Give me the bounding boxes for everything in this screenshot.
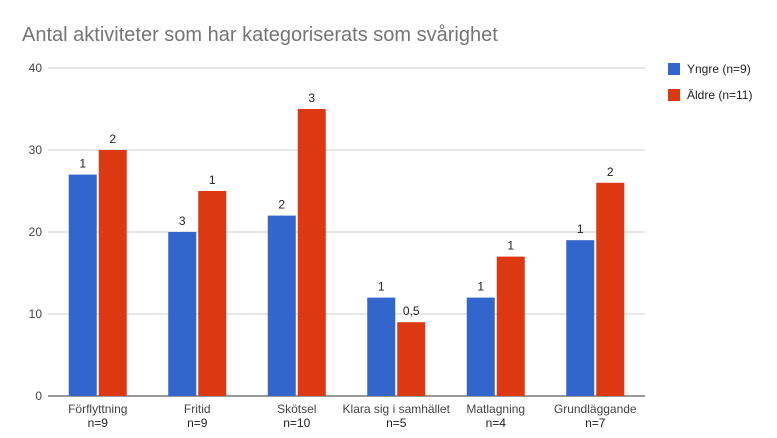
data-label: 2 [109, 132, 116, 146]
legend-label: Äldre (n=11) [687, 88, 752, 102]
data-label: 1 [477, 280, 484, 294]
legend: Yngre (n=9) Äldre (n=11) [668, 62, 752, 102]
x-tick-sublabel: n=10 [283, 416, 310, 430]
data-label: 1 [378, 280, 385, 294]
bar [267, 215, 296, 396]
data-label: 1 [79, 157, 86, 171]
legend-swatch [668, 63, 680, 75]
data-label: 3 [308, 91, 315, 105]
data-label: 3 [179, 214, 186, 228]
x-tick-label: Grundläggande [554, 402, 637, 416]
x-tick-label: Fritid [184, 402, 211, 416]
bar [168, 232, 197, 396]
bar [466, 297, 495, 396]
data-label: 1 [577, 222, 584, 236]
bar [596, 182, 625, 396]
gridlines: 0 10 20 30 40 [29, 61, 645, 403]
data-label: 1 [209, 173, 216, 187]
y-tick-label: 10 [29, 307, 43, 321]
y-tick-label: 40 [29, 61, 43, 75]
bars [68, 109, 625, 396]
labels: 12Förflyttningn=931Fritidn=923Skötseln=1… [68, 91, 637, 430]
x-tick-label: Klara sig i samhället [343, 402, 451, 416]
bar [98, 150, 127, 396]
y-tick-label: 20 [29, 225, 43, 239]
bar [397, 322, 426, 396]
bar [68, 174, 97, 396]
x-tick-sublabel: n=5 [386, 416, 407, 430]
x-tick-label: Skötsel [277, 402, 316, 416]
y-tick-label: 0 [35, 389, 42, 403]
x-tick-label: Matlagning [466, 402, 525, 416]
data-label: 2 [278, 198, 285, 212]
x-tick-sublabel: n=4 [486, 416, 507, 430]
data-label: 1 [507, 239, 514, 253]
bar [566, 240, 595, 396]
legend-swatch [668, 89, 680, 101]
x-tick-sublabel: n=9 [88, 416, 109, 430]
data-label: 0,5 [403, 304, 420, 318]
x-tick-label: Förflyttning [68, 402, 127, 416]
x-tick-sublabel: n=9 [187, 416, 208, 430]
bar [496, 256, 525, 396]
x-tick-sublabel: n=7 [585, 416, 606, 430]
data-label: 2 [607, 165, 614, 179]
bar [297, 109, 326, 396]
bar [367, 297, 396, 396]
chart-title: Antal aktiviteter som har kategoriserats… [22, 24, 498, 46]
y-tick-label: 30 [29, 143, 43, 157]
legend-label: Yngre (n=9) [687, 62, 751, 76]
bar [198, 191, 227, 396]
